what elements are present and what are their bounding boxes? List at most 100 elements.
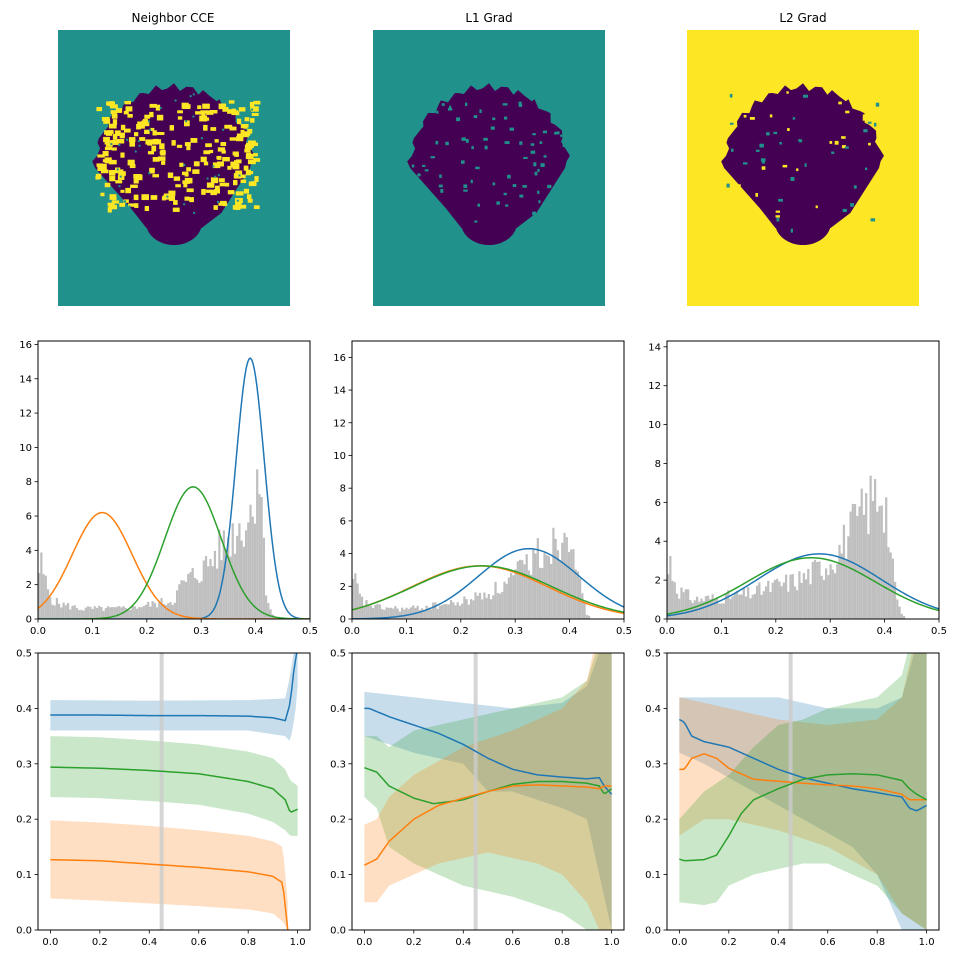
histogram-bar [707, 595, 710, 619]
histogram-bar [238, 523, 241, 619]
plot-area [50, 653, 298, 930]
histogram-bar [713, 598, 716, 619]
histogram-bar [209, 559, 212, 619]
histogram-bar [802, 573, 805, 619]
histogram-bar [856, 515, 859, 619]
histogram-bar [860, 488, 863, 619]
mean-line-blue [678, 718, 928, 812]
histogram-bar [722, 603, 725, 619]
histogram-bar [200, 581, 203, 619]
histogram-bar [678, 598, 681, 619]
histogram-bar [461, 603, 464, 619]
histogram-bar [474, 592, 477, 619]
histogram-bar [510, 572, 513, 619]
y-tick-label: 12 [648, 381, 661, 392]
y-tick-label: 4 [26, 546, 32, 557]
histogram-bar [489, 599, 493, 619]
y-tick-label: 0.1 [16, 870, 32, 881]
histogram-bar [62, 602, 65, 619]
histogram-bar [851, 503, 854, 619]
panel-seg-2: L2 Grad [687, 11, 919, 306]
y-tick-label: 0 [340, 615, 346, 626]
y-tick-label: 6 [655, 498, 661, 509]
histogram-bar [740, 594, 743, 619]
histogram-bar [769, 592, 772, 619]
histogram-bar [476, 595, 479, 619]
y-tick-label: 4 [655, 537, 661, 548]
density-curve-green [352, 565, 624, 613]
histogram-bar [93, 606, 96, 619]
histogram-bar [791, 574, 794, 619]
x-tick-label: 0.2 [139, 626, 155, 637]
y-tick-label: 0.2 [16, 815, 32, 826]
x-tick-label: 0.6 [505, 937, 521, 948]
histogram-bar [162, 603, 165, 619]
brainstem [461, 201, 517, 245]
histogram-bar [684, 589, 688, 619]
mean-line-blue [50, 653, 298, 722]
x-tick-label: 0.0 [30, 626, 46, 637]
histogram-bar [574, 569, 577, 619]
histogram-bar [396, 608, 399, 619]
histogram-bar [862, 514, 866, 619]
histogram-bar [220, 560, 223, 619]
x-tick-label: 0.1 [84, 626, 100, 637]
y-tick-label: 0.5 [330, 649, 346, 660]
histogram-bar [536, 538, 539, 619]
histogram-bar [556, 550, 559, 619]
histogram-bar [236, 535, 239, 619]
y-tick-label: 0.4 [645, 704, 661, 715]
histogram-bar [813, 559, 817, 619]
histogram-bar [256, 469, 259, 619]
histogram-bar [452, 602, 455, 619]
histogram-bar [78, 610, 81, 619]
histogram-bar [715, 597, 719, 619]
x-tick-label: 0.6 [191, 937, 207, 948]
histogram-bar [587, 615, 591, 619]
histogram-bar [389, 607, 393, 619]
histogram-bar [798, 571, 801, 619]
histogram-bar [516, 561, 519, 619]
histogram-bar [756, 585, 759, 619]
x-tick-label: 0.3 [507, 626, 523, 637]
histogram-bar [833, 573, 837, 619]
histogram-bar [432, 602, 435, 619]
plot-area [667, 475, 939, 619]
histogram-bar [147, 601, 150, 619]
histogram-bar [184, 581, 188, 619]
histogram-bar [385, 607, 388, 619]
histogram-bar [831, 569, 834, 619]
histogram-bar [492, 595, 495, 619]
histogram-bar [534, 553, 537, 619]
plot-area [364, 653, 613, 930]
histogram-bar [398, 611, 401, 619]
histogram-bar [53, 605, 56, 619]
histogram-bar [538, 567, 542, 619]
histogram-bar [525, 554, 528, 619]
y-tick-label: 6 [340, 516, 346, 527]
panel-title-l1-grad: L1 Grad [465, 11, 512, 25]
confidence-band-blue [679, 653, 927, 930]
histogram-bar [51, 604, 54, 619]
histogram-bar [392, 608, 395, 619]
mean-line-orange [679, 753, 927, 801]
histogram-bar [409, 607, 413, 619]
histogram-bar [180, 580, 183, 619]
panel-title-neighbor-cce: Neighbor CCE [132, 11, 215, 25]
histogram-bar [187, 574, 190, 619]
histogram-bar [242, 546, 245, 619]
histogram-bar [75, 608, 79, 619]
histogram-bar [109, 607, 112, 619]
line-band-panel-2: 0.0 0.2 0.4 0.6 0.8 1.0 0.0 0.1 0.2 0.3 0.4 0.5 [330, 649, 625, 948]
confidence-band-green [50, 736, 298, 836]
axes-frame [37, 652, 311, 931]
y-tick-label: 10 [19, 443, 32, 454]
mean-line-orange [50, 858, 289, 930]
histogram-bar [400, 607, 404, 619]
histogram-bar [789, 574, 792, 619]
y-tick-label: 0.4 [330, 704, 346, 715]
histogram-panel-3: 0.0 0.1 0.2 0.3 0.4 0.5 0 2 4 6 8 10 12 14 [648, 340, 947, 637]
x-tick-label: 0.2 [721, 937, 737, 948]
y-tick-label: 6 [26, 512, 32, 523]
histogram-bar [240, 540, 243, 619]
